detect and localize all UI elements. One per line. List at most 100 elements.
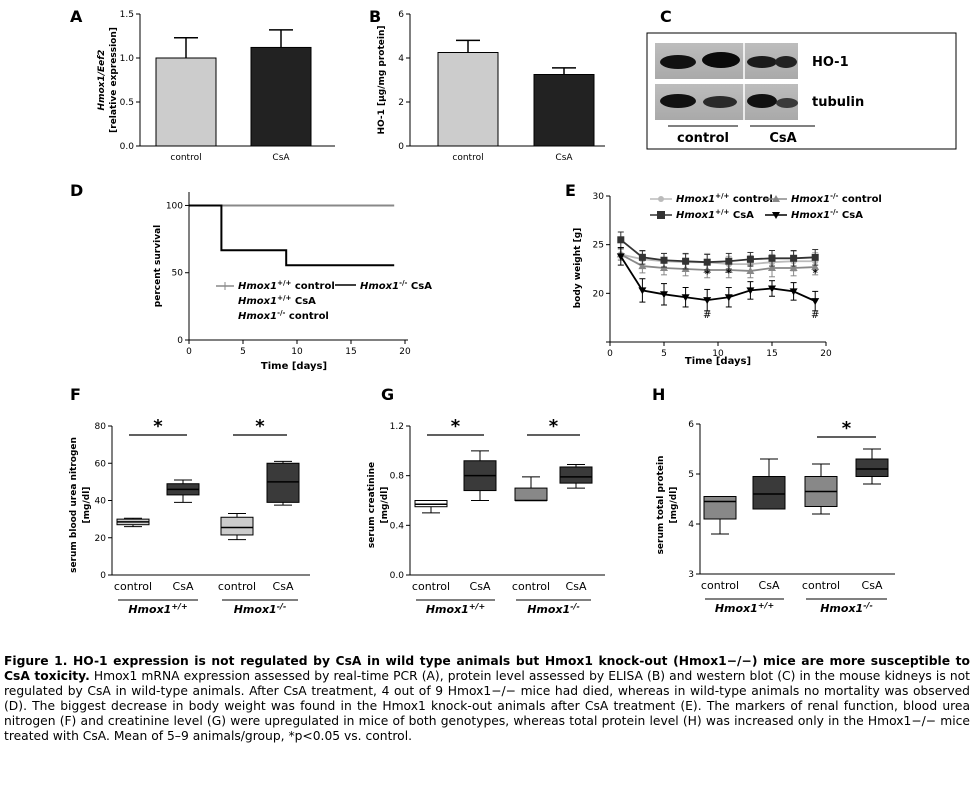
band-tubulin-lane3	[747, 94, 777, 108]
x-tick-label: 20	[820, 349, 832, 359]
y-tick-label: 1.2	[390, 422, 404, 432]
h-ylabel-line1: serum total protein	[656, 456, 666, 555]
category-label: control	[512, 580, 550, 593]
y-tick-label: 20	[593, 289, 605, 299]
panel-label-b: B	[369, 7, 381, 26]
x-tick-label: 0	[186, 347, 192, 357]
category-label: control	[802, 579, 840, 592]
y-tick-label: 0.5	[120, 98, 134, 108]
y-tick-label: 6	[688, 420, 694, 430]
panel-label-c: C	[660, 7, 672, 26]
a-ylabel-line1: Hmox1/Eef2	[97, 50, 107, 111]
data-point	[811, 253, 819, 261]
genotype-label: Hmox1+/+	[715, 601, 774, 615]
data-point	[617, 236, 625, 244]
significance-star: *	[842, 418, 852, 439]
y-tick-label: 80	[95, 422, 107, 432]
data-point	[616, 253, 625, 261]
weight-line	[620, 253, 816, 266]
genotype-label: Hmox1-/-	[820, 601, 873, 615]
x-tick-label: 5	[661, 349, 667, 359]
d-legend-item-1: Hmox1+/+ control	[238, 279, 335, 292]
data-point	[724, 294, 733, 302]
box	[266, 462, 300, 503]
panel-label-g: G	[381, 385, 394, 404]
y-tick-label: 40	[95, 497, 107, 507]
data-point	[681, 294, 690, 302]
data-point	[703, 258, 711, 266]
y-tick-label: 30	[593, 192, 605, 202]
blot-group-control: control	[677, 131, 729, 146]
e-legend-item-4: Hmox1-/- CsA	[791, 208, 863, 221]
bar	[533, 74, 595, 147]
category-label: control	[701, 579, 739, 592]
y-tick-label: 0	[398, 142, 404, 152]
bar	[250, 46, 312, 147]
data-point	[638, 287, 647, 295]
box	[703, 496, 737, 520]
y-tick-label: 4	[688, 520, 694, 530]
data-point	[811, 298, 820, 306]
d-legend-item-2: Hmox1+/+ CsA	[238, 294, 316, 307]
data-point	[703, 297, 712, 305]
y-tick-label: 4	[398, 54, 404, 64]
y-tick-label: 1.0	[120, 54, 135, 64]
blot-label-ho1: HO-1	[812, 55, 849, 70]
d-legend-item-4: Hmox1-/- CsA	[360, 279, 432, 292]
d-legend: Hmox1+/+ control Hmox1+/+ CsA Hmox1-/- c…	[216, 279, 432, 322]
y-tick-label: 100	[166, 201, 183, 211]
blot-label-tubulin: tubulin	[812, 95, 864, 110]
data-point	[789, 288, 798, 296]
y-tick-label: 5	[688, 470, 694, 480]
x-tick-label: 0	[607, 349, 613, 359]
box	[855, 458, 889, 477]
category-label: CsA	[272, 153, 290, 163]
significance-star: *	[255, 416, 265, 437]
data-point	[768, 264, 776, 272]
y-tick-label: 20	[95, 534, 107, 544]
d-ylabel: percent survival	[153, 225, 163, 307]
significance-star: *	[813, 268, 819, 279]
genotype-label: Hmox1+/+	[426, 602, 485, 616]
data-point	[789, 264, 798, 272]
y-tick-label: 2	[398, 98, 404, 108]
box	[752, 476, 786, 510]
band-ho1-lane2	[702, 52, 740, 68]
e-ylabel: body weight [g]	[573, 228, 583, 309]
panel-d: 0 50 100 0 5 10 15 20 percent survival Time [da…	[153, 192, 432, 372]
band-tubulin-lane1	[660, 94, 696, 108]
category-label: CsA	[173, 580, 194, 593]
weight-line	[620, 239, 816, 264]
weight-line	[620, 253, 816, 272]
y-tick-label: 6	[398, 10, 404, 20]
data-point	[725, 257, 733, 265]
y-tick-label: 0.0	[120, 142, 135, 152]
y-tick-label: 0	[177, 336, 183, 346]
f-ylabel-line2: [mg/dl]	[82, 487, 92, 524]
f-ylabel-line1: serum blood urea nitrogen	[69, 437, 79, 573]
data-point	[746, 287, 755, 295]
band-tubulin-lane4	[776, 98, 798, 108]
significance-star: *	[705, 269, 711, 280]
data-point	[768, 254, 776, 262]
significance-star: *	[451, 416, 461, 437]
box	[220, 516, 254, 536]
panel-label-h: H	[652, 385, 665, 404]
d-xlabel: Time [days]	[261, 361, 327, 372]
category-label: CsA	[470, 580, 491, 593]
panel-g: 0.0 0.4 0.8 1.2 control CsA control CsA Hmox1+/+…	[367, 416, 605, 616]
significance-star: *	[726, 268, 732, 279]
x-tick-label: 20	[399, 347, 411, 357]
category-label: control	[114, 580, 152, 593]
figure-caption: Figure 1. HO-1 expression is not regulat…	[4, 654, 970, 744]
x-tick-label: 5	[240, 347, 246, 357]
significance-hash: #	[703, 310, 711, 321]
bar	[437, 52, 499, 147]
y-tick-label: 60	[95, 459, 107, 469]
b-ylabel: HO-1 [µg/mg protein]	[377, 26, 387, 135]
box	[514, 487, 548, 502]
survival-line	[189, 204, 395, 267]
caption-title: Figure 1. HO-1 expression is not regulat…	[4, 654, 970, 683]
x-tick-label: 10	[712, 349, 724, 359]
significance-star: *	[153, 416, 163, 437]
